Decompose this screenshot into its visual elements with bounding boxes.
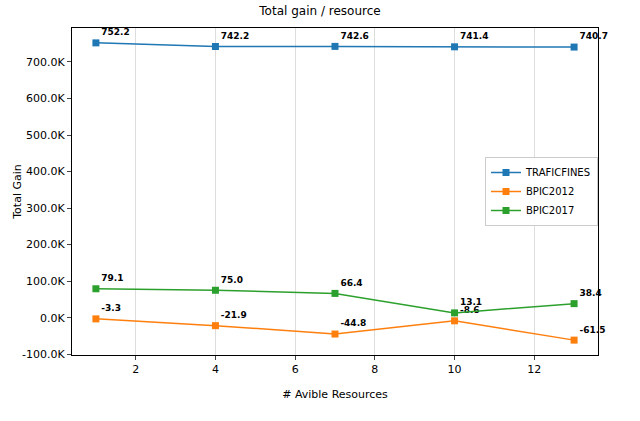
svg-text:13.1: 13.1: [460, 297, 482, 307]
svg-text:300.0K: 300.0K: [26, 202, 65, 215]
svg-text:700.0K: 700.0K: [26, 56, 65, 69]
svg-text:BPIC2012: BPIC2012: [526, 186, 574, 197]
svg-text:600.0K: 600.0K: [26, 92, 65, 105]
svg-text:0.0K: 0.0K: [40, 312, 65, 325]
svg-text:2: 2: [132, 363, 139, 376]
svg-text:742.2: 742.2: [221, 31, 249, 41]
svg-text:79.1: 79.1: [101, 273, 123, 283]
svg-text:4: 4: [212, 363, 219, 376]
svg-text:Total Gain: Total Gain: [11, 164, 24, 220]
svg-text:500.0K: 500.0K: [26, 129, 65, 142]
svg-text:740.7: 740.7: [579, 31, 607, 41]
svg-text:400.0K: 400.0K: [26, 165, 65, 178]
svg-text:TRAFICFINES: TRAFICFINES: [525, 167, 590, 178]
svg-text:200.0K: 200.0K: [26, 238, 65, 251]
svg-text:-100.0K: -100.0K: [22, 348, 65, 361]
svg-text:# Avible Resources: # Avible Resources: [282, 388, 388, 401]
svg-text:-3.3: -3.3: [101, 303, 121, 313]
svg-text:-21.9: -21.9: [221, 310, 247, 320]
svg-text:BPIC2017: BPIC2017: [526, 205, 574, 216]
svg-text:-8.6: -8.6: [460, 305, 480, 315]
svg-text:8: 8: [371, 363, 378, 376]
svg-text:752.2: 752.2: [101, 27, 129, 37]
svg-text:66.4: 66.4: [340, 278, 362, 288]
svg-text:-61.5: -61.5: [579, 325, 605, 335]
svg-text:6: 6: [292, 363, 299, 376]
svg-text:741.4: 741.4: [460, 31, 488, 41]
svg-text:-44.8: -44.8: [340, 318, 366, 328]
svg-text:75.0: 75.0: [221, 275, 243, 285]
svg-text:742.6: 742.6: [340, 31, 368, 41]
svg-text:10: 10: [448, 363, 462, 376]
svg-text:38.4: 38.4: [579, 288, 601, 298]
svg-text:12: 12: [527, 363, 541, 376]
svg-text:Total gain / resource: Total gain / resource: [258, 4, 380, 18]
svg-text:100.0K: 100.0K: [26, 275, 65, 288]
